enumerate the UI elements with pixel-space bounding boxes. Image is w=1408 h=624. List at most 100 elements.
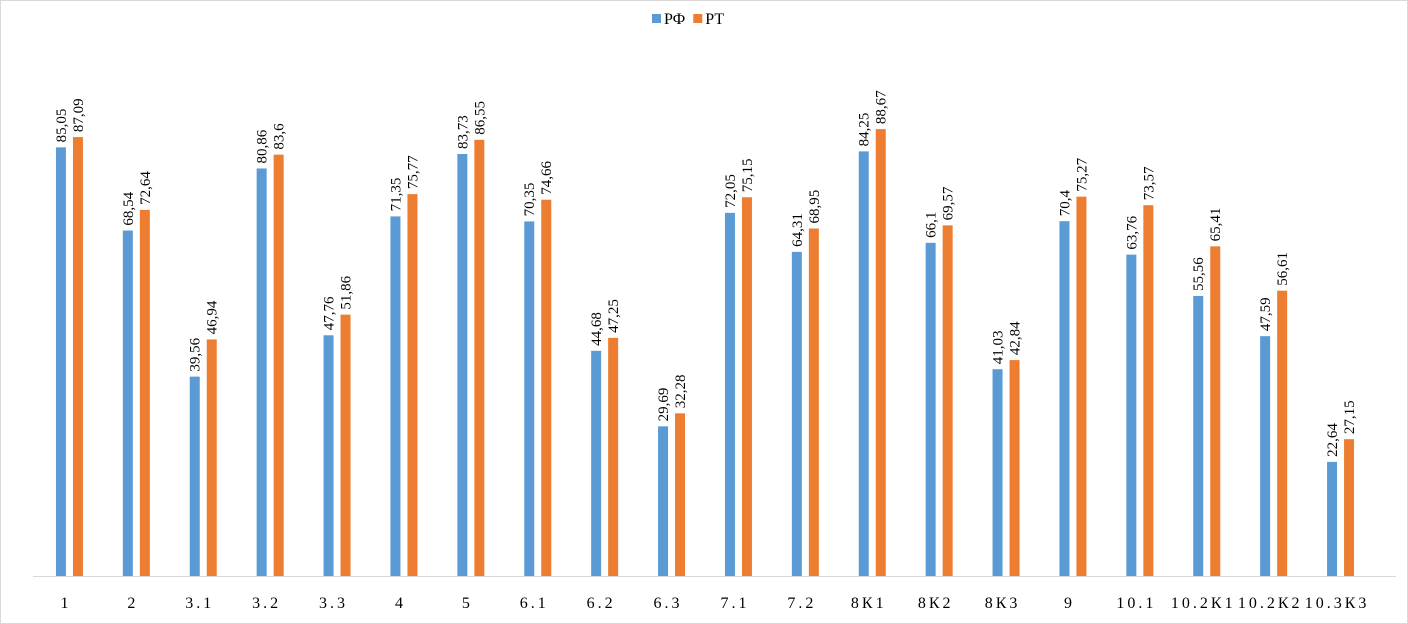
value-label: 88,67 (874, 90, 890, 124)
bar (1143, 205, 1154, 576)
value-label: 46,94 (205, 300, 221, 334)
bar (992, 369, 1003, 576)
bar (741, 197, 752, 576)
x-tick-label: 5 (462, 595, 473, 612)
value-label: 71,35 (388, 178, 404, 212)
legend-label: РТ (705, 11, 724, 28)
bar (524, 221, 535, 576)
x-tick-label: 8К1 (851, 595, 887, 612)
bar (1277, 290, 1288, 576)
bar (1059, 221, 1070, 576)
x-tick-label: 3.3 (319, 595, 348, 612)
value-label: 70,35 (522, 183, 538, 217)
bar (541, 199, 552, 576)
x-tick-label: 3.1 (185, 595, 214, 612)
value-label: 55,56 (1191, 257, 1207, 291)
x-tick-label: 2 (127, 595, 138, 612)
bar (1076, 196, 1087, 576)
bar (925, 242, 936, 576)
legend-swatch (652, 14, 661, 23)
bar (1126, 254, 1137, 576)
legend-label: РФ (664, 11, 685, 28)
value-label: 84,25 (857, 113, 873, 147)
value-label: 72,64 (138, 171, 154, 205)
bar (139, 209, 150, 576)
bar (390, 216, 401, 576)
bar (457, 154, 468, 576)
bar (206, 339, 217, 576)
value-label: 27,15 (1342, 400, 1358, 434)
x-tick-label: 8К2 (918, 595, 954, 612)
value-label: 74,66 (539, 160, 555, 194)
value-label: 73,57 (1141, 166, 1157, 200)
bar (1327, 461, 1338, 576)
x-tick-label: 10.1 (1116, 595, 1156, 612)
bar (340, 314, 351, 576)
bar (474, 139, 485, 576)
x-tick-label: 10.3К3 (1305, 595, 1370, 612)
bar (658, 426, 669, 576)
value-label: 64,31 (790, 213, 806, 247)
x-tick-label: 6.2 (587, 595, 616, 612)
legend-swatch (693, 14, 703, 23)
x-tick-label: 4 (395, 595, 406, 612)
x-tick-label: 6.3 (654, 595, 683, 612)
value-label: 75,15 (740, 158, 756, 192)
bar (122, 230, 133, 576)
bar (273, 154, 284, 576)
bar (591, 350, 602, 576)
value-label: 66,1 (924, 212, 940, 238)
value-label: 68,95 (807, 190, 823, 224)
value-label: 86,55 (472, 101, 488, 135)
x-tick-label: 9 (1064, 595, 1075, 612)
bar (675, 413, 686, 576)
value-label: 39,56 (188, 337, 204, 371)
bar (1344, 439, 1355, 576)
value-label: 56,61 (1275, 252, 1291, 286)
x-tick-label: 3.2 (252, 595, 281, 612)
x-tick-label: 10.2К1 (1171, 595, 1236, 612)
value-label: 22,64 (1325, 423, 1341, 457)
value-label: 80,86 (255, 129, 271, 163)
value-label: 65,41 (1208, 208, 1224, 242)
x-tick-label: 8К3 (985, 595, 1021, 612)
bar (407, 194, 418, 576)
value-label: 69,57 (941, 186, 957, 220)
value-label: 47,76 (322, 296, 338, 330)
value-label: 47,25 (606, 299, 622, 333)
value-label: 75,27 (1074, 157, 1090, 191)
value-label: 75,77 (405, 155, 421, 189)
value-label: 83,73 (455, 115, 471, 149)
bar (608, 337, 619, 576)
value-label: 44,68 (589, 312, 605, 346)
x-tick-label: 10.2К2 (1238, 595, 1303, 612)
bar (256, 168, 267, 576)
value-label: 68,54 (121, 191, 137, 225)
x-tick-label: 1 (60, 595, 71, 612)
bar (724, 212, 735, 577)
x-tick-label: 6.1 (520, 595, 549, 612)
value-label: 42,84 (1008, 321, 1024, 355)
bar (1260, 336, 1271, 576)
value-label: 47,59 (1258, 297, 1274, 331)
bar (791, 251, 802, 576)
value-label: 41,03 (991, 330, 1007, 364)
bar (1210, 246, 1221, 576)
bar (1009, 360, 1020, 576)
value-label: 29,69 (656, 388, 672, 422)
value-label: 51,86 (339, 275, 355, 309)
bar (858, 151, 869, 576)
bar (1193, 295, 1204, 576)
x-tick-label: 7.2 (787, 595, 816, 612)
bar (72, 137, 83, 576)
value-label: 70,4 (1057, 189, 1073, 216)
value-label: 32,28 (673, 375, 689, 409)
bar (55, 147, 66, 576)
bar (942, 225, 953, 577)
value-label: 83,6 (272, 123, 288, 150)
value-label: 85,05 (54, 109, 70, 143)
bar (808, 228, 819, 576)
